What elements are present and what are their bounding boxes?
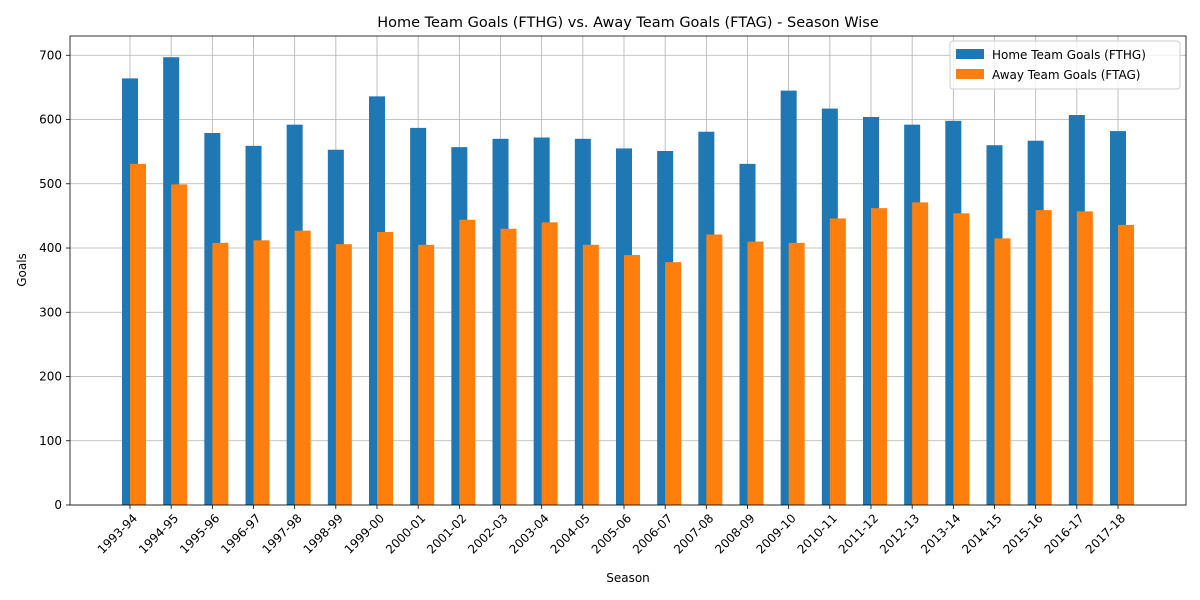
bar-away-goals — [1076, 211, 1093, 505]
bar-away-goals — [171, 184, 188, 505]
bar-away-goals — [912, 202, 929, 506]
bar-away-goals — [212, 242, 229, 506]
y-axis-title: Goals — [15, 253, 29, 287]
y-tick-label: 100 — [39, 434, 62, 448]
chart-title: Home Team Goals (FTHG) vs. Away Team Goa… — [377, 15, 879, 31]
bar-away-goals — [994, 238, 1011, 505]
bar-away-goals — [953, 213, 970, 505]
bar-away-goals — [294, 230, 311, 506]
plot-area-frame — [69, 35, 1187, 506]
y-tick-label: 500 — [39, 177, 62, 191]
bar-away-goals — [624, 255, 640, 505]
bar-away-goals — [582, 244, 599, 505]
bar-away-goals — [706, 234, 723, 505]
y-tick-label: 400 — [39, 241, 62, 255]
bar-away-goals — [747, 241, 764, 505]
bar-away-goals — [130, 163, 146, 505]
y-tick-label: 600 — [39, 113, 62, 127]
legend-label: Home Team Goals (FTHG) — [992, 48, 1146, 62]
y-tick-label: 700 — [39, 48, 62, 62]
bar-away-goals — [459, 219, 476, 505]
bar-away-goals — [1035, 210, 1052, 505]
bar-away-goals — [1118, 224, 1134, 505]
bar-away-goals — [829, 218, 846, 506]
bar-away-goals — [788, 242, 805, 506]
bar-away-goals — [665, 262, 682, 505]
legend-label: Away Team Goals (FTAG) — [992, 68, 1140, 82]
y-tick-label: 0 — [54, 498, 62, 512]
legend-swatch — [956, 49, 984, 59]
legend-swatch — [956, 69, 984, 79]
bar-away-goals — [253, 240, 270, 505]
bars — [122, 57, 1134, 506]
bar-away-goals — [541, 222, 558, 505]
y-tick-label: 300 — [39, 305, 62, 319]
y-tick-label: 200 — [39, 370, 62, 384]
bar-away-goals — [377, 231, 393, 505]
legend-box — [949, 40, 1181, 90]
bar-away-goals — [871, 208, 887, 505]
bar-away-goals — [500, 228, 517, 505]
bar-away-goals — [418, 244, 435, 505]
x-axis-title: Season — [606, 571, 650, 585]
legend: Home Team Goals (FTHG) Away Team Goals (F… — [949, 40, 1181, 90]
bar-away-goals — [335, 244, 352, 505]
y-axis: 0 100 200 300 400 500 600 700 — [39, 48, 70, 512]
